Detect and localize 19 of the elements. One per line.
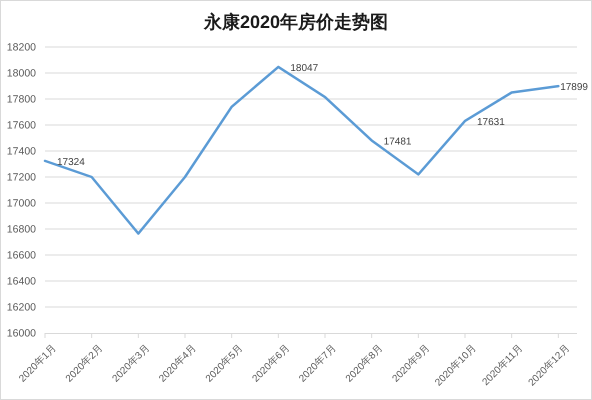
y-tick-label: 17800 [6, 93, 36, 106]
y-tick-label: 16000 [6, 327, 36, 340]
data-label: 17481 [384, 136, 412, 148]
y-tick-label: 17400 [6, 145, 36, 158]
y-tick-label: 16400 [6, 275, 36, 288]
y-tick-label: 17600 [6, 119, 36, 132]
y-tick-label: 16600 [6, 249, 36, 262]
y-tick-label: 18200 [6, 41, 36, 54]
data-label: 17899 [560, 82, 588, 94]
y-tick-label: 17000 [6, 197, 36, 210]
data-label: 17324 [57, 156, 86, 168]
y-tick-label: 17200 [6, 171, 36, 184]
line-series [44, 66, 560, 235]
data-label: 17631 [477, 116, 506, 128]
y-tick-label: 16800 [6, 223, 36, 236]
y-tick-label: 16200 [6, 301, 36, 314]
chart-title: 永康2020年房价走势图 [202, 12, 388, 32]
data-label: 18047 [290, 62, 319, 74]
y-tick-label: 18000 [6, 67, 36, 80]
